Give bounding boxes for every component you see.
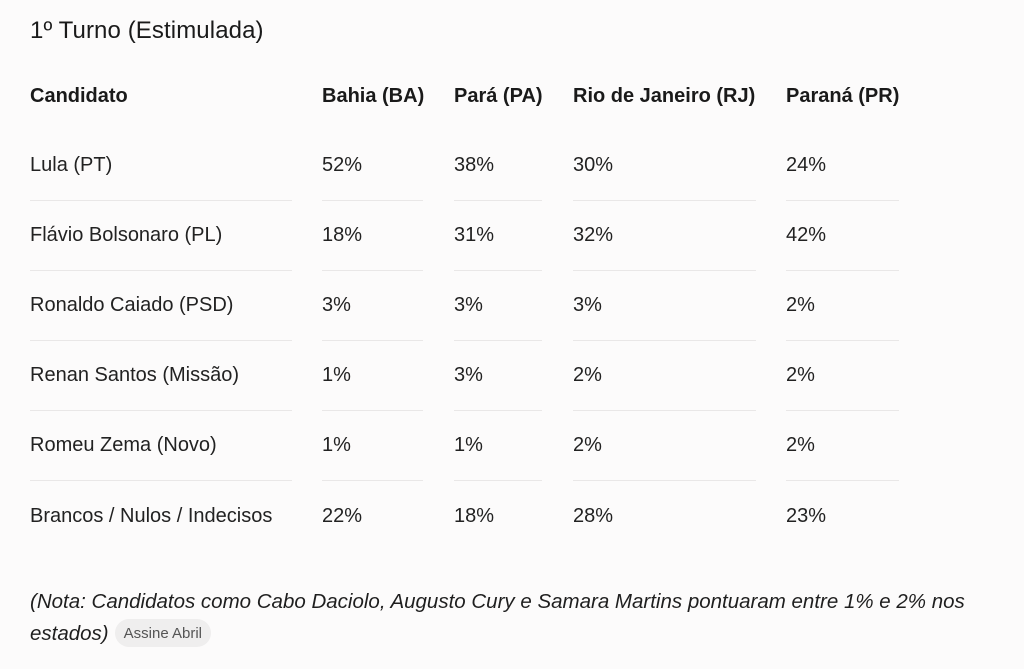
table-row: Ronaldo Caiado (PSD) 3% 3% 3% 2%	[30, 271, 899, 341]
value-bahia: 22%	[322, 504, 363, 527]
candidate-name: Renan Santos (Missão)	[30, 341, 322, 411]
column-header-candidate: Candidato	[30, 84, 128, 107]
value-parana: 2%	[786, 271, 899, 341]
footnote-text: (Nota: Candidatos como Cabo Daciolo, Aug…	[30, 590, 965, 645]
value-bahia: 1%	[322, 411, 454, 481]
value-parana: 24%	[786, 131, 899, 201]
value-rio-de-janeiro: 30%	[573, 131, 786, 201]
value-parana: 2%	[786, 341, 899, 411]
value-bahia: 18%	[322, 201, 454, 271]
source-badge[interactable]: Assine Abril	[114, 619, 212, 647]
value-rio-de-janeiro: 28%	[573, 504, 614, 527]
value-rio-de-janeiro: 2%	[573, 341, 786, 411]
candidate-name: Flávio Bolsonaro (PL)	[30, 201, 322, 271]
value-rio-de-janeiro: 2%	[573, 411, 786, 481]
value-para: 38%	[454, 131, 573, 201]
value-parana: 2%	[786, 411, 899, 481]
column-header-para: Pará (PA)	[454, 84, 543, 107]
value-para: 1%	[454, 411, 573, 481]
value-bahia: 52%	[322, 131, 454, 201]
table-row: Renan Santos (Missão) 1% 3% 2% 2%	[30, 341, 899, 411]
table-row: Lula (PT) 52% 38% 30% 24%	[30, 131, 899, 201]
table-row: Romeu Zema (Novo) 1% 1% 2% 2%	[30, 411, 899, 481]
value-para: 3%	[454, 341, 573, 411]
table-header-row: Candidato Bahia (BA) Pará (PA) Rio de Ja…	[30, 61, 899, 131]
candidate-name: Romeu Zema (Novo)	[30, 411, 322, 481]
value-rio-de-janeiro: 3%	[573, 271, 786, 341]
table-row: Flávio Bolsonaro (PL) 18% 31% 32% 42%	[30, 201, 899, 271]
value-parana: 23%	[786, 504, 827, 527]
value-bahia: 3%	[322, 271, 454, 341]
column-header-bahia: Bahia (BA)	[322, 84, 425, 107]
column-header-parana: Paraná (PR)	[786, 84, 900, 107]
value-parana: 42%	[786, 201, 899, 271]
table-row: Brancos / Nulos / Indecisos 22% 18% 28% …	[30, 481, 899, 551]
candidate-name: Ronaldo Caiado (PSD)	[30, 271, 322, 341]
value-para: 18%	[454, 504, 495, 527]
poll-table: Candidato Bahia (BA) Pará (PA) Rio de Ja…	[30, 61, 899, 551]
column-header-rio-de-janeiro: Rio de Janeiro (RJ)	[573, 84, 756, 107]
candidate-name: Brancos / Nulos / Indecisos	[30, 504, 273, 527]
candidate-name: Lula (PT)	[30, 131, 322, 201]
value-rio-de-janeiro: 32%	[573, 201, 786, 271]
footnote: (Nota: Candidatos como Cabo Daciolo, Aug…	[30, 586, 1000, 650]
value-bahia: 1%	[322, 341, 454, 411]
value-para: 31%	[454, 201, 573, 271]
value-para: 3%	[454, 271, 573, 341]
table-title: 1º Turno (Estimulada)	[30, 17, 264, 44]
